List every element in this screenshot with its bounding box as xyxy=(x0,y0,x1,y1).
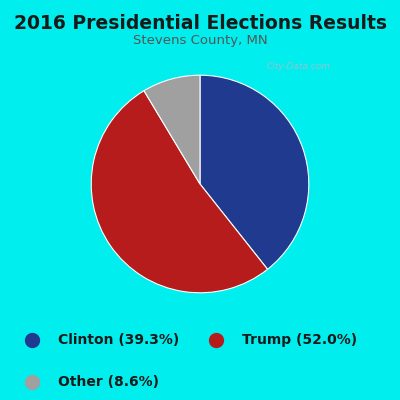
Wedge shape xyxy=(144,75,200,184)
Text: Stevens County, MN: Stevens County, MN xyxy=(133,34,267,47)
Text: 2016 Presidential Elections Results: 2016 Presidential Elections Results xyxy=(14,14,386,33)
Text: Trump (52.0%): Trump (52.0%) xyxy=(242,333,357,347)
Text: Clinton (39.3%): Clinton (39.3%) xyxy=(58,333,179,347)
Text: Other (8.6%): Other (8.6%) xyxy=(58,375,159,390)
Wedge shape xyxy=(91,91,268,293)
Text: City-Data.com: City-Data.com xyxy=(266,62,330,70)
Wedge shape xyxy=(200,75,309,269)
